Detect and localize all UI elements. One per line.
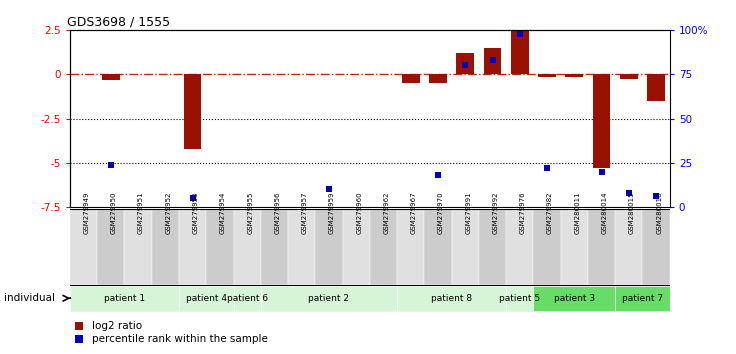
FancyBboxPatch shape — [370, 209, 397, 285]
Bar — [620, 74, 637, 79]
Bar — [184, 74, 202, 149]
Point — [105, 162, 117, 167]
Bar — [456, 53, 474, 74]
Text: GSM279982: GSM279982 — [547, 192, 553, 234]
FancyBboxPatch shape — [534, 209, 561, 285]
FancyBboxPatch shape — [534, 285, 615, 311]
Text: patient 5: patient 5 — [499, 294, 540, 303]
FancyBboxPatch shape — [124, 209, 152, 285]
FancyBboxPatch shape — [179, 285, 233, 311]
Point — [459, 63, 471, 68]
Bar — [538, 74, 556, 77]
Legend: log2 ratio, percentile rank within the sample: log2 ratio, percentile rank within the s… — [75, 321, 268, 344]
FancyBboxPatch shape — [397, 209, 425, 285]
FancyBboxPatch shape — [233, 209, 261, 285]
FancyBboxPatch shape — [452, 209, 479, 285]
FancyBboxPatch shape — [615, 285, 670, 311]
Text: GSM279950: GSM279950 — [111, 192, 117, 234]
FancyBboxPatch shape — [206, 209, 233, 285]
Text: GSM279957: GSM279957 — [302, 192, 308, 234]
FancyBboxPatch shape — [288, 209, 315, 285]
Point — [486, 57, 498, 63]
Point — [323, 187, 335, 192]
Bar — [402, 74, 420, 83]
FancyBboxPatch shape — [506, 209, 534, 285]
Text: GSM279970: GSM279970 — [438, 192, 444, 234]
Text: GSM279959: GSM279959 — [329, 192, 335, 234]
Text: patient 3: patient 3 — [553, 294, 595, 303]
FancyBboxPatch shape — [397, 285, 506, 311]
FancyBboxPatch shape — [261, 209, 288, 285]
Bar — [592, 74, 610, 168]
Text: GDS3698 / 1555: GDS3698 / 1555 — [67, 16, 170, 29]
Point — [187, 195, 199, 201]
Text: GSM280016: GSM280016 — [656, 192, 662, 234]
FancyBboxPatch shape — [643, 209, 670, 285]
FancyBboxPatch shape — [479, 209, 506, 285]
FancyBboxPatch shape — [315, 209, 342, 285]
Text: individual: individual — [4, 293, 54, 303]
FancyBboxPatch shape — [70, 209, 97, 285]
Bar — [647, 74, 665, 101]
FancyBboxPatch shape — [615, 209, 643, 285]
Text: patient 7: patient 7 — [622, 294, 663, 303]
Text: GSM279954: GSM279954 — [220, 192, 226, 234]
Text: GSM279967: GSM279967 — [411, 192, 417, 234]
Bar — [484, 48, 501, 74]
FancyBboxPatch shape — [561, 209, 588, 285]
Text: patient 4: patient 4 — [185, 294, 227, 303]
Bar — [565, 74, 583, 77]
Text: patient 2: patient 2 — [308, 294, 350, 303]
FancyBboxPatch shape — [70, 285, 179, 311]
FancyBboxPatch shape — [342, 209, 370, 285]
Text: GSM279976: GSM279976 — [520, 192, 526, 234]
FancyBboxPatch shape — [97, 209, 124, 285]
Text: GSM279951: GSM279951 — [138, 192, 144, 234]
FancyBboxPatch shape — [179, 209, 206, 285]
Point — [541, 165, 553, 171]
Text: GSM279962: GSM279962 — [383, 192, 389, 234]
Text: GSM279956: GSM279956 — [275, 192, 280, 234]
Text: patient 8: patient 8 — [431, 294, 473, 303]
Text: GSM280011: GSM280011 — [574, 192, 580, 234]
Text: GSM279952: GSM279952 — [166, 192, 171, 234]
FancyBboxPatch shape — [152, 209, 179, 285]
Text: GSM279953: GSM279953 — [193, 192, 199, 234]
Bar — [429, 74, 447, 83]
Point — [623, 190, 634, 196]
FancyBboxPatch shape — [261, 285, 397, 311]
Point — [432, 172, 444, 178]
FancyBboxPatch shape — [588, 209, 615, 285]
Text: patient 1: patient 1 — [104, 294, 145, 303]
Point — [514, 31, 526, 36]
Text: GSM279960: GSM279960 — [356, 192, 362, 234]
Text: patient 6: patient 6 — [227, 294, 268, 303]
FancyBboxPatch shape — [506, 285, 534, 311]
Point — [595, 169, 607, 175]
Text: GSM279992: GSM279992 — [492, 192, 498, 234]
Text: GSM279955: GSM279955 — [247, 192, 253, 234]
Text: GSM280015: GSM280015 — [629, 192, 635, 234]
Bar — [511, 31, 528, 74]
Text: GSM280014: GSM280014 — [601, 192, 608, 234]
FancyBboxPatch shape — [425, 209, 452, 285]
FancyBboxPatch shape — [233, 285, 261, 311]
Bar — [102, 74, 120, 80]
Point — [650, 194, 662, 199]
Text: GSM279991: GSM279991 — [465, 192, 471, 234]
Text: GSM279949: GSM279949 — [84, 192, 90, 234]
